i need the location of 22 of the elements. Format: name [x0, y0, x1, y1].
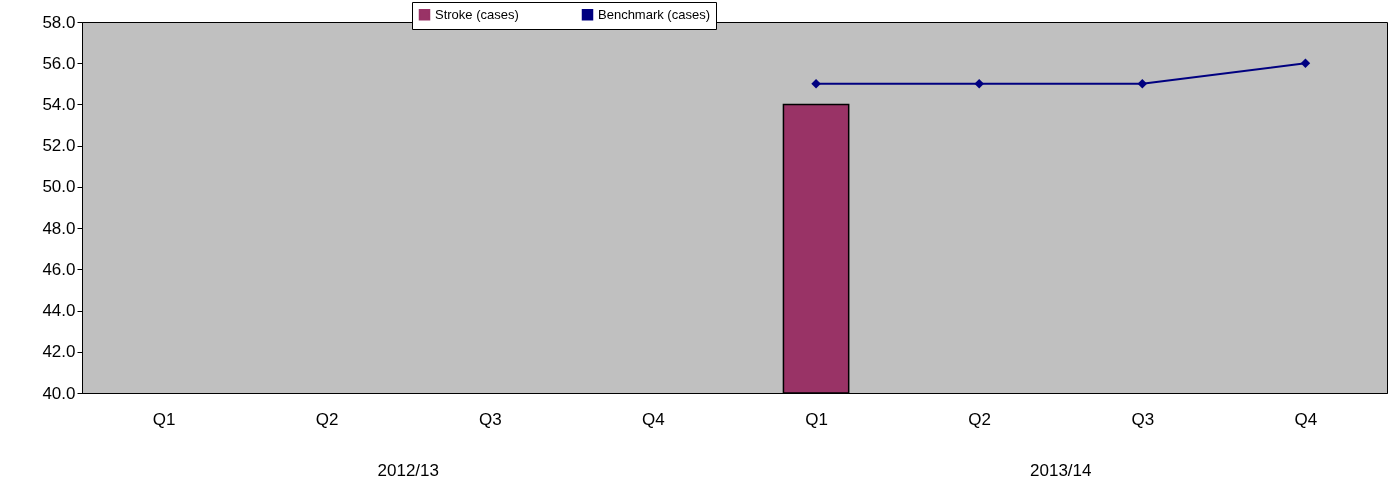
y-tick-label: 50.0 — [42, 177, 76, 197]
x-tick-label: Q3 — [478, 409, 502, 429]
x-tick-label: Q1 — [805, 409, 828, 429]
y-tick-label: 58.0 — [42, 12, 76, 32]
legend-label: Benchmark (cases) — [598, 6, 710, 22]
y-tick-label: 56.0 — [42, 53, 76, 73]
x-tick-label: Q2 — [315, 409, 339, 429]
text: 2012/13 — [377, 461, 439, 480]
y-tick-label: 44.0 — [42, 301, 76, 321]
y-tick-label: 48.0 — [42, 218, 76, 238]
y-tick-label: 40.0 — [42, 383, 76, 403]
y-tick-label: 54.0 — [42, 94, 76, 114]
x-tick-label: Q3 — [1131, 409, 1155, 429]
x-tick-label: Q4 — [642, 409, 665, 429]
text: 2013/14 — [1030, 461, 1092, 480]
y-tick-label: 46.0 — [42, 259, 76, 279]
legend-label: Stroke (cases) — [435, 6, 519, 22]
x-tick-label: Q1 — [152, 409, 176, 429]
x-tick-label: Q4 — [1294, 409, 1318, 429]
y-tick-label: 52.0 — [42, 136, 76, 156]
x-tick-label: Q2 — [968, 409, 992, 429]
y-tick-label: 42.0 — [42, 342, 76, 362]
